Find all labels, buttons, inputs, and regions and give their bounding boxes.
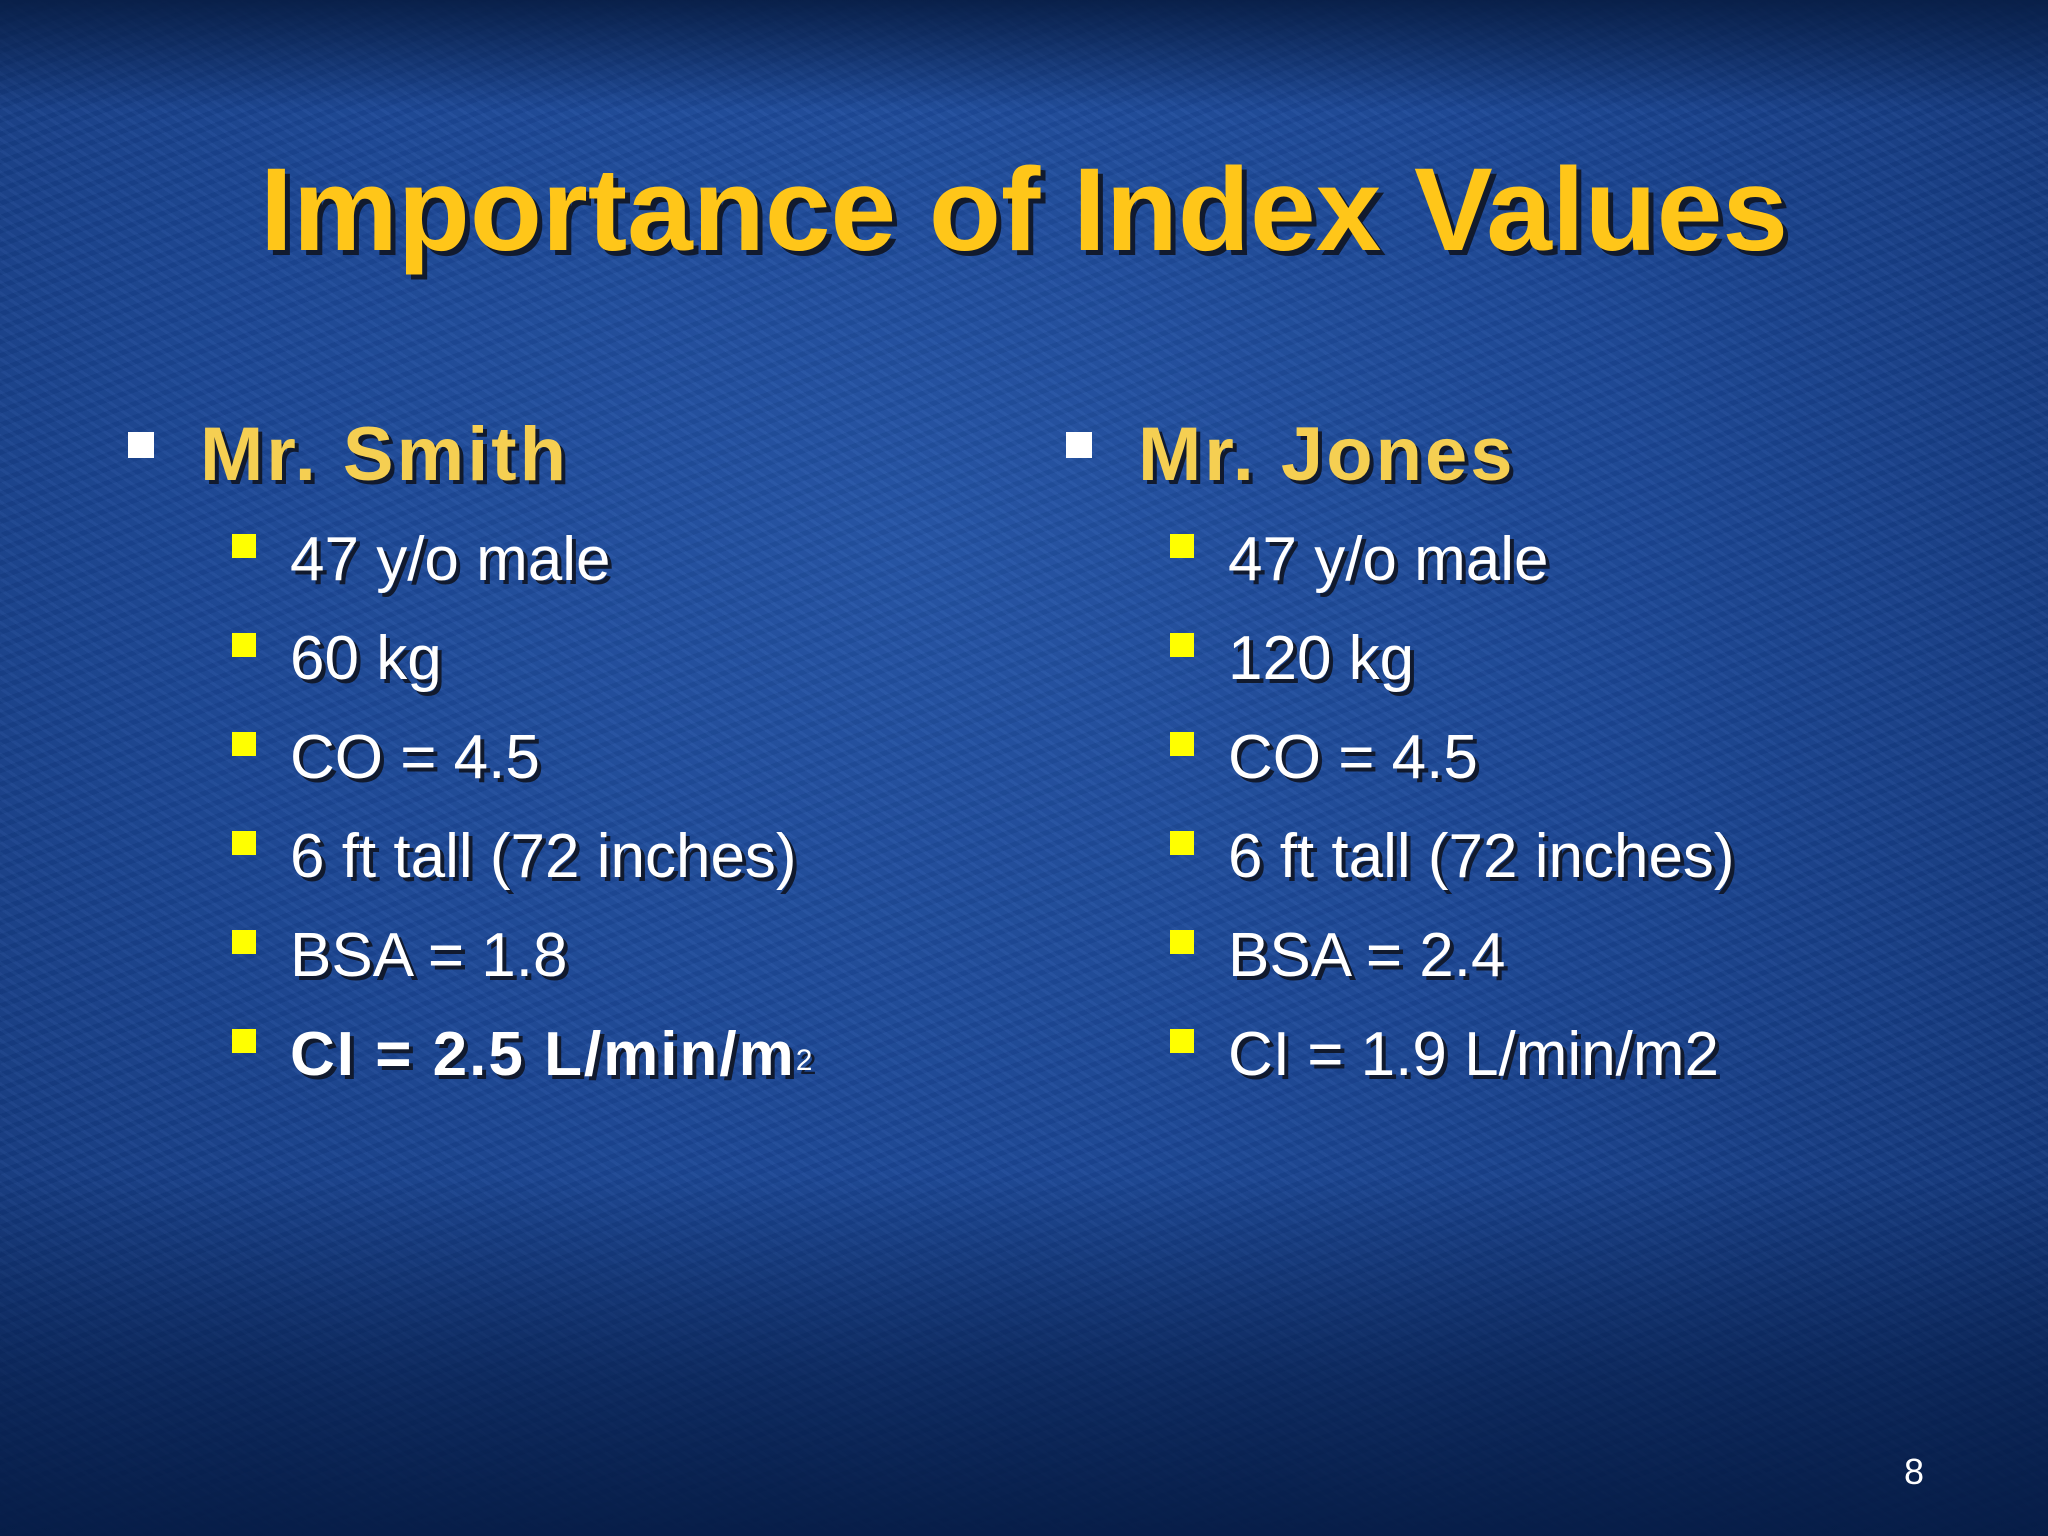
list-item-text: CO = 4.5 <box>290 723 540 792</box>
column-heading-row: Mr. Smith <box>120 400 1020 510</box>
column-mr-jones: Mr. Jones 47 y/o male 120 kg CO = 4.5 6 … <box>1058 400 1958 1104</box>
list-item: 60 kg <box>120 609 1020 708</box>
list-item: 6 ft tall (72 inches) <box>120 807 1020 906</box>
square-bullet-icon <box>1170 1029 1194 1053</box>
square-bullet-icon <box>232 534 256 558</box>
slide-title: Importance of Index Values <box>260 144 1788 276</box>
square-bullet-icon <box>1170 831 1194 855</box>
square-bullet-icon <box>232 633 256 657</box>
list-item: 120 kg <box>1058 609 1958 708</box>
list-item: 47 y/o male <box>120 510 1020 609</box>
list-item: 6 ft tall (72 inches) <box>1058 807 1958 906</box>
list-item: 47 y/o male <box>1058 510 1958 609</box>
square-bullet-icon <box>128 432 154 458</box>
list-item-text: 47 y/o male <box>1228 525 1549 594</box>
column-heading: Mr. Smith <box>200 412 570 497</box>
list-item: BSA = 2.4 <box>1058 906 1958 1005</box>
square-bullet-icon <box>1170 534 1194 558</box>
square-bullet-icon <box>1170 633 1194 657</box>
list-item-text: CI = 1.9 L/min/m2 <box>1228 1020 1720 1089</box>
list-item-text: 6 ft tall (72 inches) <box>290 822 797 891</box>
column-mr-smith: Mr. Smith 47 y/o male 60 kg CO = 4.5 6 f… <box>120 400 1020 1104</box>
list-item: CI = 2.5 L/min/m2 <box>120 1005 1020 1104</box>
list-item: CI = 1.9 L/min/m2 <box>1058 1005 1958 1104</box>
list-item: CO = 4.5 <box>120 708 1020 807</box>
bullet-list: 47 y/o male 120 kg CO = 4.5 6 ft tall (7… <box>1058 510 1958 1104</box>
square-bullet-icon <box>232 1029 256 1053</box>
list-item-text: 6 ft tall (72 inches) <box>1228 822 1735 891</box>
square-bullet-icon <box>1170 930 1194 954</box>
column-heading-row: Mr. Jones <box>1058 400 1958 510</box>
list-item-text: 60 kg <box>290 624 442 693</box>
list-item-text: 47 y/o male <box>290 525 611 594</box>
list-item-text: CO = 4.5 <box>1228 723 1478 792</box>
square-bullet-icon <box>232 732 256 756</box>
superscript: 2 <box>795 1044 813 1077</box>
list-item-text-emphasized: CI = 2.5 L/min/m2 <box>290 1005 812 1105</box>
square-bullet-icon <box>1066 432 1092 458</box>
square-bullet-icon <box>1170 732 1194 756</box>
list-item: CO = 4.5 <box>1058 708 1958 807</box>
bullet-list: 47 y/o male 60 kg CO = 4.5 6 ft tall (72… <box>120 510 1020 1104</box>
list-item-text: BSA = 1.8 <box>290 921 568 990</box>
square-bullet-icon <box>232 930 256 954</box>
list-item-text: BSA = 2.4 <box>1228 921 1506 990</box>
cardiac-index-text: CI = 2.5 L/min/m <box>290 1020 796 1089</box>
list-item-text: 120 kg <box>1228 624 1415 693</box>
column-heading: Mr. Jones <box>1138 412 1516 497</box>
page-number: 8 <box>1903 1451 1924 1492</box>
square-bullet-icon <box>232 831 256 855</box>
list-item: BSA = 1.8 <box>120 906 1020 1005</box>
